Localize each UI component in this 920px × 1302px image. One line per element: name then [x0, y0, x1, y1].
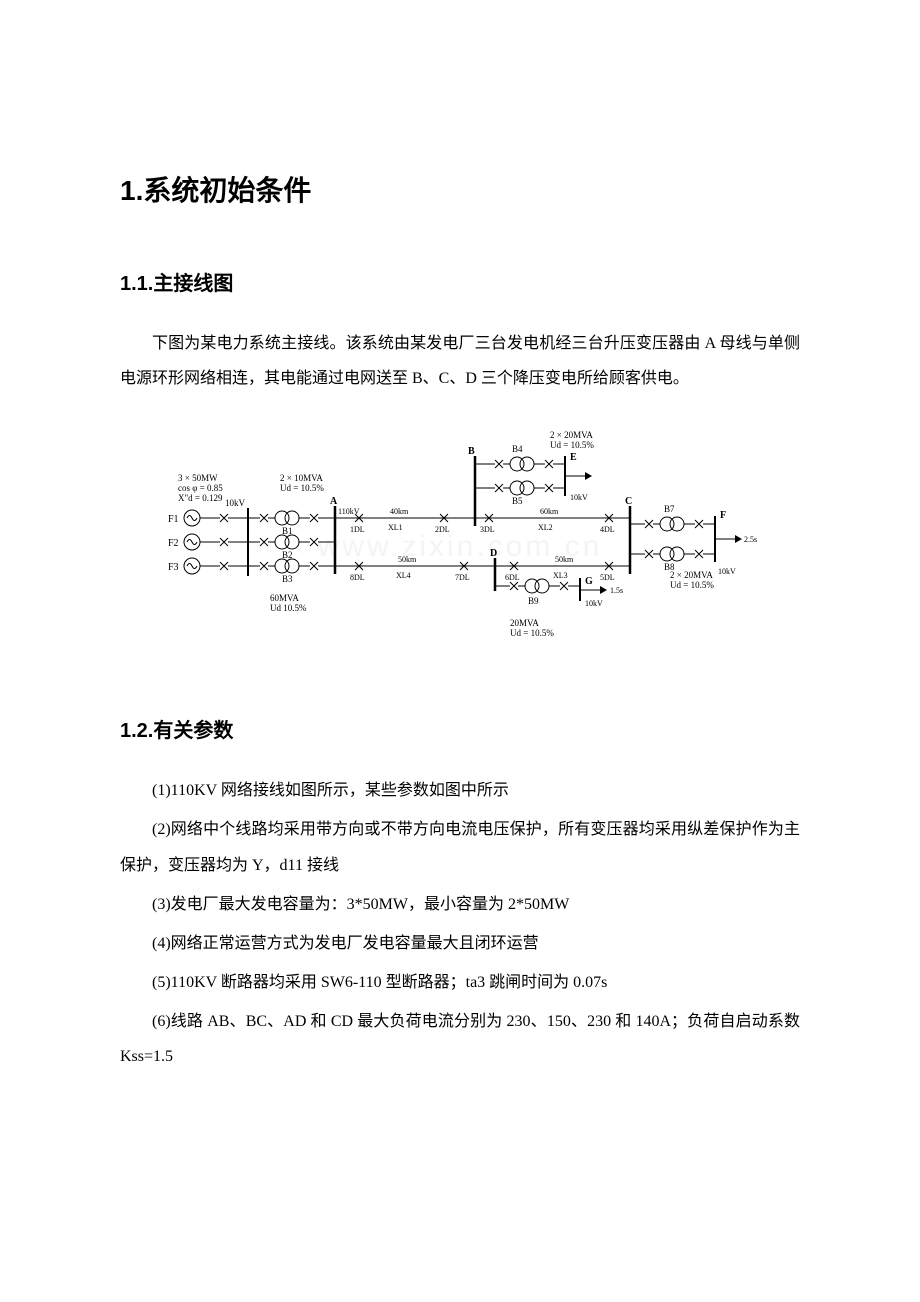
- svg-text:60km: 60km: [540, 507, 559, 516]
- tx60-2: Ud 10.5%: [270, 603, 307, 613]
- svg-text:G: G: [585, 576, 593, 587]
- svg-text:XL3: XL3: [553, 571, 568, 580]
- param-item-1: (1)110KV 网络接线如图所示，某些参数如图中所示: [120, 773, 800, 808]
- F-spec2: Ud = 10.5%: [670, 580, 714, 590]
- svg-text:50km: 50km: [555, 555, 574, 564]
- gen-row-3: F3 B3: [168, 558, 335, 584]
- svg-text:10kV: 10kV: [570, 493, 588, 502]
- svg-text:7DL: 7DL: [455, 573, 470, 582]
- svg-text:XL2: XL2: [538, 523, 553, 532]
- param-item-2: (2)网络中个线路均采用带方向或不带方向电流电压保护，所有变压器均采用纵差保护作…: [120, 812, 800, 882]
- svg-text:B7: B7: [664, 504, 675, 514]
- svg-text:6DL: 6DL: [505, 573, 520, 582]
- F-spec1: 2 × 20MVA: [670, 570, 713, 580]
- svg-text:XL4: XL4: [396, 571, 411, 580]
- svg-text:5DL: 5DL: [600, 573, 615, 582]
- svg-text:B1: B1: [282, 526, 293, 536]
- gen-spec-2: cos φ = 0.85: [178, 483, 223, 493]
- bus-A-label: A: [330, 496, 338, 507]
- gen-spec-3: X"d = 0.129: [178, 493, 223, 503]
- section-1-1-title: 1.1.主接线图: [120, 262, 800, 306]
- tx2x10-1: 2 × 10MVA: [280, 473, 323, 483]
- topE-spec1: 2 × 20MVA: [550, 430, 593, 440]
- svg-text:1.5s: 1.5s: [610, 586, 623, 595]
- tx2x10-2: Ud = 10.5%: [280, 483, 324, 493]
- topE-spec2: Ud = 10.5%: [550, 440, 594, 450]
- gen-row-1: F1 B1: [168, 510, 335, 536]
- section-1-2-title: 1.2.有关参数: [120, 709, 800, 753]
- svg-text:B9: B9: [528, 596, 539, 606]
- param-item-4: (4)网络正常运营方式为发电厂发电容量最大且闭环运营: [120, 926, 800, 961]
- section-1-1-para: 下图为某电力系统主接线。该系统由某发电厂三台发电机经三台升压变压器由 A 母线与…: [120, 326, 800, 396]
- svg-text:E: E: [570, 452, 577, 463]
- bus-D-label: D: [490, 548, 497, 559]
- svg-text:B2: B2: [282, 550, 293, 560]
- svg-text:B5: B5: [512, 496, 523, 506]
- svg-text:4DL: 4DL: [600, 525, 615, 534]
- tx60-1: 60MVA: [270, 593, 299, 603]
- svg-text:F2: F2: [168, 538, 179, 549]
- svg-text:8DL: 8DL: [350, 573, 365, 582]
- svg-text:2DL: 2DL: [435, 525, 450, 534]
- section-1-title: 1.系统初始条件: [120, 160, 800, 222]
- gen-spec-1: 3 × 50MW: [178, 473, 218, 483]
- svg-text:F: F: [720, 510, 726, 521]
- param-item-6: (6)线路 AB、BC、AD 和 CD 最大负荷电流分别为 230、150、23…: [120, 1004, 800, 1074]
- svg-text:50km: 50km: [398, 555, 417, 564]
- svg-text:40km: 40km: [390, 507, 409, 516]
- param-item-5: (5)110KV 断路器均采用 SW6-110 型断路器；ta3 跳闸时间为 0…: [120, 965, 800, 1000]
- G-spec2: Ud = 10.5%: [510, 628, 554, 638]
- tx-F-group: B7 B8 F 2.5s 10kV: [630, 504, 757, 576]
- svg-text:B4: B4: [512, 444, 523, 454]
- svg-text:1DL: 1DL: [350, 525, 365, 534]
- svg-text:XL1: XL1: [388, 523, 403, 532]
- bus-A-kv: 110kV: [338, 507, 360, 516]
- param-item-3: (3)发电厂最大发电容量为：3*50MW，最小容量为 2*50MW: [120, 887, 800, 922]
- svg-text:3DL: 3DL: [480, 525, 495, 534]
- svg-text:F3: F3: [168, 562, 179, 573]
- gen-10kv: 10kV: [225, 498, 246, 508]
- main-diagram: www.zixin.com.cn 3 × 50MW cos φ = 0.85 X…: [120, 426, 800, 669]
- svg-text:10kV: 10kV: [718, 567, 736, 576]
- svg-text:F1: F1: [168, 514, 179, 525]
- bus-C-label: C: [625, 496, 632, 507]
- svg-text:10kV: 10kV: [585, 599, 603, 608]
- bus-B-label: B: [468, 446, 475, 457]
- G-spec1: 20MVA: [510, 618, 539, 628]
- gen-row-2: F2 B2: [168, 534, 335, 560]
- tx-E-group: B4 B5 E 10kV: [475, 444, 592, 506]
- svg-text:B3: B3: [282, 574, 293, 584]
- svg-text:2.5s: 2.5s: [744, 535, 757, 544]
